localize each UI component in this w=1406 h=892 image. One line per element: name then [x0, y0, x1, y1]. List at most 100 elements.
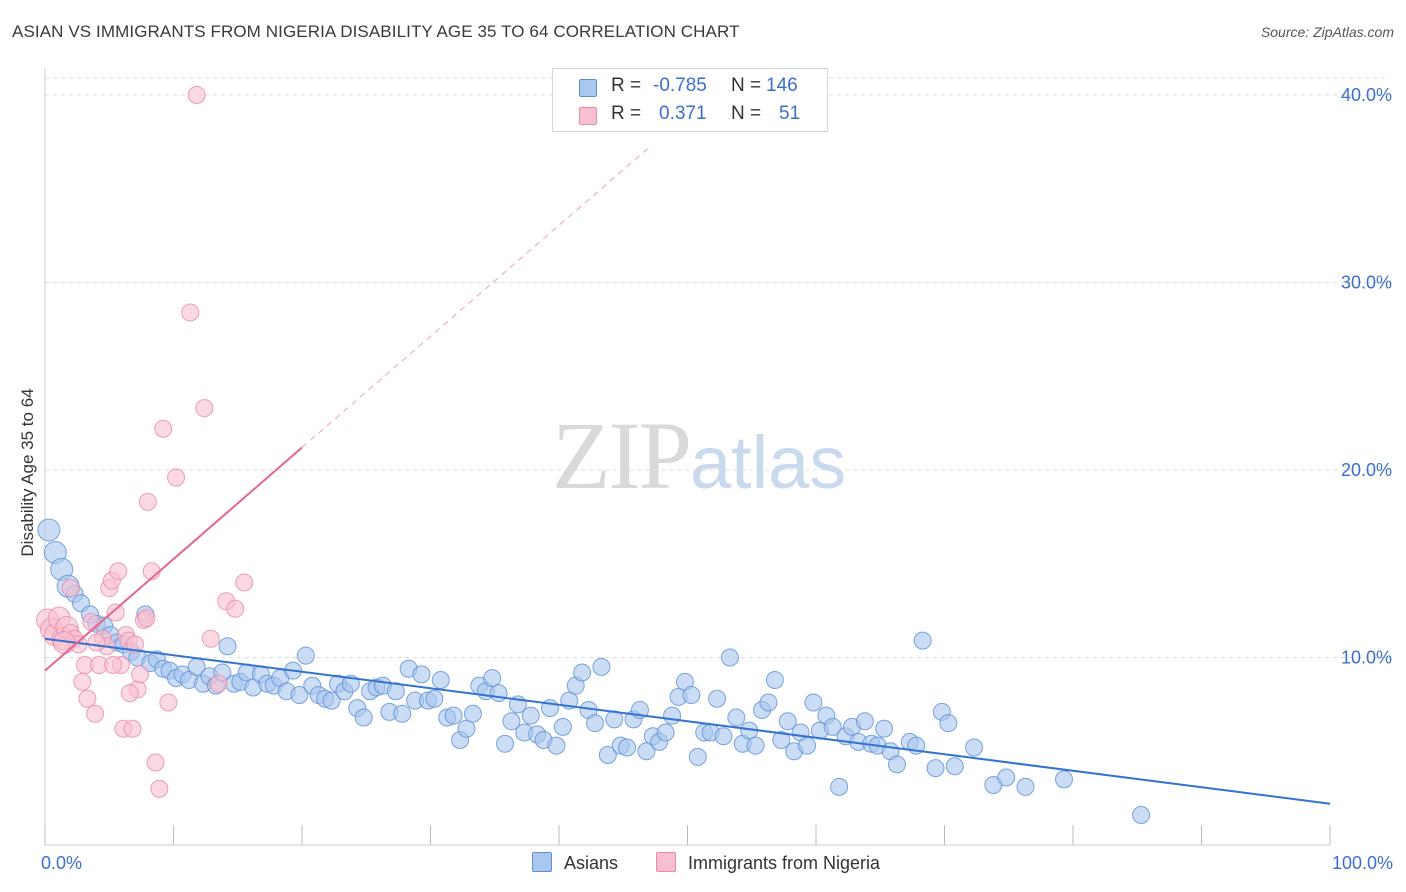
- nigeria-point: [131, 665, 150, 684]
- asian-point: [772, 731, 791, 749]
- legend-n-value: 146: [766, 75, 798, 96]
- asian-point: [444, 706, 463, 725]
- asian-point: [720, 648, 739, 667]
- asian-point: [592, 657, 611, 676]
- asian-point: [463, 704, 482, 723]
- y-axis-label: Disability Age 35 to 64: [18, 388, 37, 556]
- legend-r-label: R =: [611, 75, 642, 96]
- asian-point: [290, 686, 309, 704]
- legend-n-label: N =: [731, 103, 762, 124]
- x-tick-label: 0.0%: [41, 853, 82, 873]
- asian-point: [778, 712, 797, 731]
- asian-point: [457, 719, 476, 738]
- asian-point: [746, 736, 765, 755]
- bottom-legend-label-asians: Asians: [564, 853, 619, 873]
- asian-point: [431, 671, 450, 689]
- asian-point: [496, 734, 515, 753]
- asian-point: [714, 727, 733, 746]
- asian-point: [926, 759, 945, 778]
- nigeria-point: [82, 612, 101, 631]
- legend-r-label: R =: [611, 103, 642, 124]
- nigeria-point: [209, 674, 228, 693]
- nigeria-point: [235, 573, 254, 592]
- asian-point: [759, 693, 778, 712]
- nigeria-point: [146, 753, 165, 772]
- y-tick-label: 20.0%: [1341, 460, 1392, 480]
- asian-point: [425, 689, 444, 708]
- nigeria-point: [125, 635, 144, 654]
- y-tick-label: 30.0%: [1341, 273, 1392, 293]
- asian-point: [502, 712, 521, 731]
- nigeria-point: [104, 656, 123, 674]
- nigeria-point: [138, 492, 157, 511]
- asian-point: [489, 684, 508, 703]
- asian-point: [688, 747, 707, 766]
- y-tick-label: 10.0%: [1341, 648, 1392, 668]
- asian-point: [547, 736, 566, 755]
- bottom-legend-asians: Asians: [532, 852, 618, 874]
- asian-point: [913, 631, 932, 650]
- asian-point: [322, 691, 341, 710]
- nigeria-point: [61, 579, 80, 598]
- bottom-legend-swatch-nigeria: [656, 852, 676, 872]
- asian-point: [804, 693, 823, 712]
- asian-point: [727, 708, 746, 727]
- asian-point: [218, 637, 237, 656]
- nigeria-point: [109, 562, 128, 581]
- chart-title: ASIAN VS IMMIGRANTS FROM NIGERIA DISABIL…: [12, 22, 740, 41]
- asian-point: [1055, 770, 1074, 789]
- legend-swatch-nigeria: [579, 107, 597, 125]
- nigeria-point: [73, 672, 92, 691]
- nigeria-point: [154, 419, 173, 438]
- nigeria-point: [137, 609, 156, 628]
- asian-point: [553, 717, 572, 736]
- asian-point: [997, 768, 1016, 787]
- asian-point: [875, 719, 894, 738]
- nigeria-point: [87, 633, 106, 652]
- legend-swatch-asians: [579, 79, 597, 97]
- nigeria-point: [195, 399, 214, 418]
- asian-point: [656, 723, 675, 742]
- asian-point: [830, 777, 849, 796]
- legend-n-label: N =: [731, 75, 762, 96]
- nigeria-trend-extension: [301, 147, 650, 448]
- asian-point: [855, 712, 874, 731]
- asian-point: [393, 704, 412, 723]
- asian-point: [965, 738, 984, 757]
- source-label: Source: ZipAtlas.com: [1260, 24, 1394, 40]
- asian-point: [1016, 777, 1035, 796]
- nigeria-point: [187, 86, 206, 104]
- asian-point: [798, 736, 817, 755]
- asian-point: [585, 714, 604, 733]
- asian-point: [637, 742, 656, 761]
- legend-r-value: -0.785: [653, 75, 707, 96]
- nigeria-point: [167, 468, 186, 487]
- asian-point: [887, 755, 906, 774]
- asian-point: [386, 682, 405, 701]
- legend-r-value: 0.371: [659, 103, 707, 124]
- asian-point: [823, 717, 842, 736]
- legend-n-value: 51: [779, 103, 801, 124]
- nigeria-point: [120, 684, 139, 703]
- asian-point: [939, 714, 958, 733]
- asian-point: [765, 671, 784, 689]
- legend-row-asians: R = -0.785 N = 146: [553, 73, 827, 101]
- asian-point: [296, 646, 315, 665]
- watermark: ZIPatlas: [552, 400, 846, 511]
- nigeria-point: [86, 704, 105, 723]
- asian-trend-line: [44, 637, 1331, 805]
- nigeria-point: [181, 303, 200, 322]
- asian-point: [483, 669, 502, 688]
- asian-point: [412, 665, 431, 684]
- nigeria-point: [159, 693, 178, 712]
- watermark-zip: ZIP: [552, 402, 692, 509]
- bottom-legend-label-nigeria: Immigrants from Nigeria: [688, 853, 881, 873]
- nigeria-trend-line: [44, 446, 303, 672]
- bottom-legend-swatch-asians: [532, 852, 552, 872]
- correlation-legend: R = -0.785 N = 146 R = 0.371 N = 51: [552, 68, 828, 132]
- bottom-legend-nigeria: Immigrants from Nigeria: [656, 852, 880, 874]
- nigeria-point: [78, 689, 97, 708]
- asian-point: [682, 686, 701, 704]
- nigeria-point: [226, 599, 245, 618]
